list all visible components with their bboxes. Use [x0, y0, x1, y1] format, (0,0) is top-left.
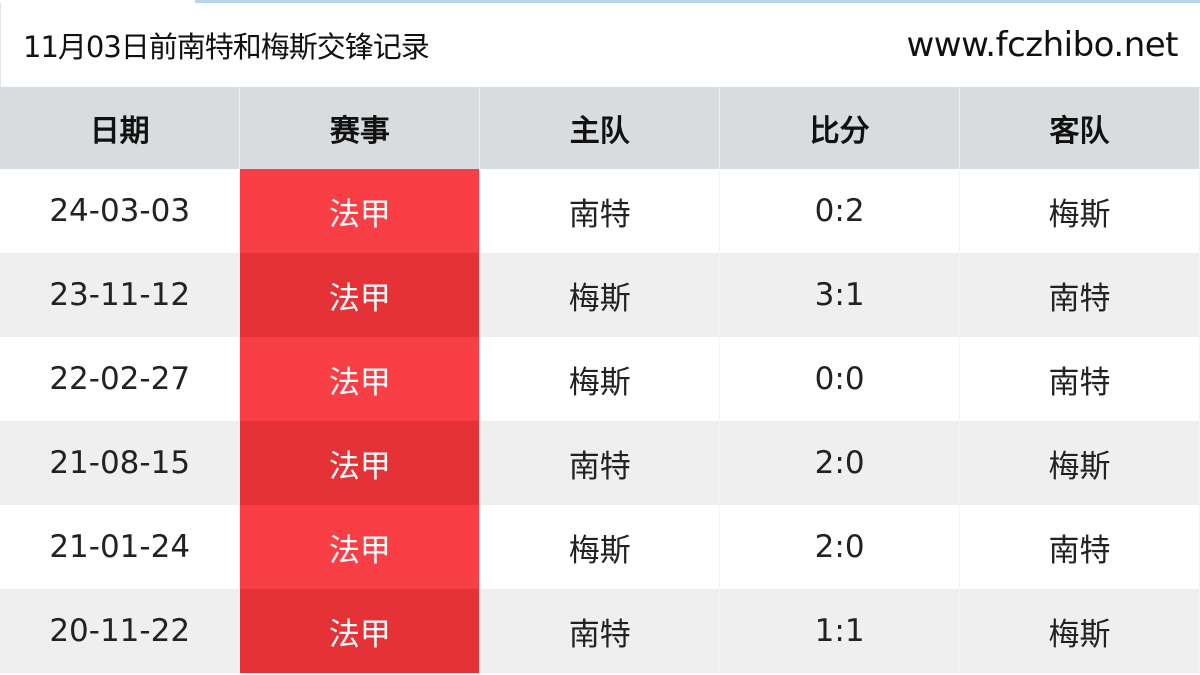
home-team-cell: 南特	[479, 169, 721, 253]
column-home: 主队	[479, 87, 721, 169]
competition-cell: 法甲	[239, 337, 481, 421]
away-team-cell: 梅斯	[959, 589, 1200, 673]
away-team-cell: 梅斯	[959, 169, 1200, 253]
score-cell: 3:1	[719, 253, 961, 337]
score-cell: 0:0	[719, 337, 961, 421]
column-score: 比分	[719, 87, 961, 169]
away-team-cell: 南特	[959, 337, 1200, 421]
table-row: 24-03-03 法甲 南特 0:2 梅斯	[0, 169, 1200, 253]
column-away: 客队	[959, 87, 1200, 169]
competition-cell: 法甲	[239, 253, 481, 337]
away-team-cell: 南特	[959, 253, 1200, 337]
head-to-head-table: 日期 赛事 主队 比分 客队 24-03-03 法甲 南特 0:2 梅斯 23-11-12…	[0, 87, 1200, 673]
site-url: www.fczhibo.net	[906, 25, 1178, 65]
title-bar: 11月03日前南特和梅斯交锋记录 www.fczhibo.net	[0, 3, 1200, 87]
column-competition: 赛事	[239, 87, 481, 169]
home-team-cell: 梅斯	[479, 253, 721, 337]
page-title: 11月03日前南特和梅斯交锋记录	[23, 30, 430, 64]
score-cell: 0:2	[719, 169, 961, 253]
score-cell: 1:1	[719, 589, 961, 673]
date-cell: 21-08-15	[0, 421, 241, 505]
home-team-cell: 南特	[479, 589, 721, 673]
table-row: 21-01-24 法甲 梅斯 2:0 南特	[0, 505, 1200, 589]
score-cell: 2:0	[719, 505, 961, 589]
column-date: 日期	[0, 87, 241, 169]
competition-cell: 法甲	[239, 169, 481, 253]
table-header: 日期 赛事 主队 比分 客队	[0, 87, 1200, 169]
date-cell: 24-03-03	[0, 169, 241, 253]
competition-cell: 法甲	[239, 505, 481, 589]
table-row: 20-11-22 法甲 南特 1:1 梅斯	[0, 589, 1200, 673]
score-cell: 2:0	[719, 421, 961, 505]
top-accent-line	[195, 0, 1200, 3]
date-cell: 22-02-27	[0, 337, 241, 421]
competition-cell: 法甲	[239, 421, 481, 505]
away-team-cell: 梅斯	[959, 421, 1200, 505]
date-cell: 23-11-12	[0, 253, 241, 337]
home-team-cell: 梅斯	[479, 337, 721, 421]
away-team-cell: 南特	[959, 505, 1200, 589]
date-cell: 21-01-24	[0, 505, 241, 589]
table-row: 22-02-27 法甲 梅斯 0:0 南特	[0, 337, 1200, 421]
competition-cell: 法甲	[239, 589, 481, 673]
home-team-cell: 南特	[479, 421, 721, 505]
table-row: 23-11-12 法甲 梅斯 3:1 南特	[0, 253, 1200, 337]
home-team-cell: 梅斯	[479, 505, 721, 589]
date-cell: 20-11-22	[0, 589, 241, 673]
table-row: 21-08-15 法甲 南特 2:0 梅斯	[0, 421, 1200, 505]
